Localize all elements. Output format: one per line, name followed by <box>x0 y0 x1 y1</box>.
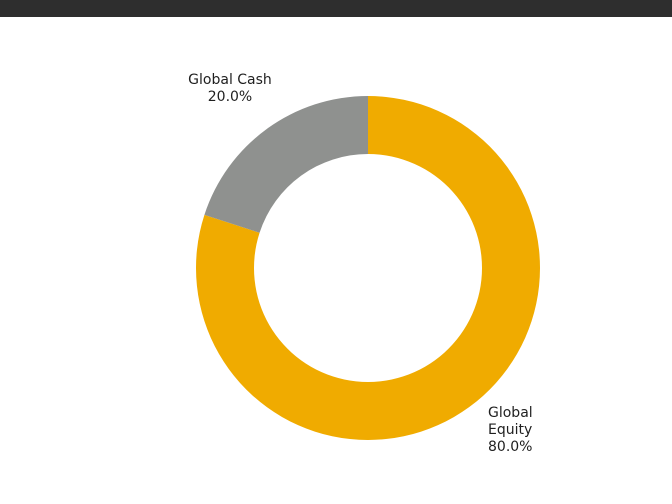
slice-name-label: Equity <box>488 422 532 438</box>
slice-name-label: Global <box>488 405 533 421</box>
slice-name-label: Global Cash <box>188 72 272 88</box>
slice-value-label: 20.0% <box>208 89 252 105</box>
labels-group: Global Equity 80.0% Global Cash 20.0% <box>188 72 532 455</box>
slices-group <box>196 96 541 440</box>
slice-global-equity <box>196 96 541 440</box>
donut-chart-svg: Global Equity 80.0% Global Cash 20.0% <box>188 72 541 455</box>
slice-label-global-equity: Global Equity 80.0% <box>488 405 533 455</box>
slice-label-global-cash: Global Cash 20.0% <box>188 72 272 105</box>
slice-value-label: 80.0% <box>488 439 532 455</box>
slice-global-cash <box>204 96 368 233</box>
top-bar <box>0 0 672 17</box>
donut-chart: Global Equity 80.0% Global Cash 20.0% <box>0 17 672 504</box>
